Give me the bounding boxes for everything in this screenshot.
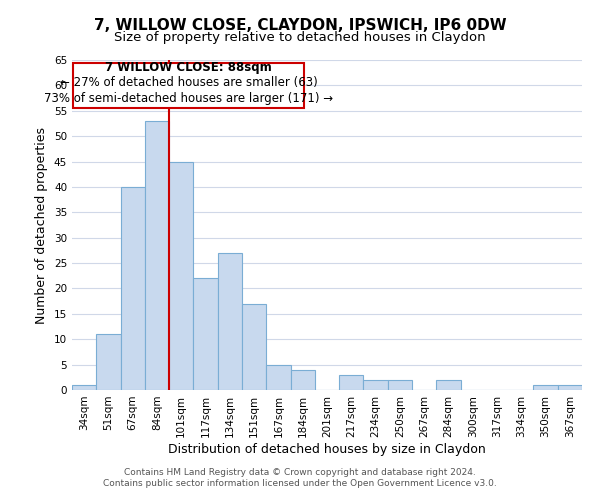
Bar — [364, 380, 388, 390]
Text: Contains HM Land Registry data © Crown copyright and database right 2024.
Contai: Contains HM Land Registry data © Crown c… — [103, 468, 497, 487]
Text: ← 27% of detached houses are smaller (63): ← 27% of detached houses are smaller (63… — [59, 76, 317, 90]
Text: 73% of semi-detached houses are larger (171) →: 73% of semi-detached houses are larger (… — [44, 92, 333, 104]
FancyBboxPatch shape — [73, 62, 304, 108]
X-axis label: Distribution of detached houses by size in Claydon: Distribution of detached houses by size … — [168, 442, 486, 456]
Bar — [558, 385, 582, 390]
Y-axis label: Number of detached properties: Number of detached properties — [35, 126, 49, 324]
Bar — [72, 385, 96, 390]
Bar — [145, 121, 169, 390]
Bar — [193, 278, 218, 390]
Bar — [121, 187, 145, 390]
Bar — [169, 162, 193, 390]
Bar — [436, 380, 461, 390]
Text: 7 WILLOW CLOSE: 88sqm: 7 WILLOW CLOSE: 88sqm — [105, 61, 272, 74]
Bar — [388, 380, 412, 390]
Text: Size of property relative to detached houses in Claydon: Size of property relative to detached ho… — [114, 31, 486, 44]
Bar — [242, 304, 266, 390]
Bar — [290, 370, 315, 390]
Text: 7, WILLOW CLOSE, CLAYDON, IPSWICH, IP6 0DW: 7, WILLOW CLOSE, CLAYDON, IPSWICH, IP6 0… — [94, 18, 506, 32]
Bar — [339, 375, 364, 390]
Bar — [533, 385, 558, 390]
Bar — [96, 334, 121, 390]
Bar — [266, 364, 290, 390]
Bar — [218, 253, 242, 390]
